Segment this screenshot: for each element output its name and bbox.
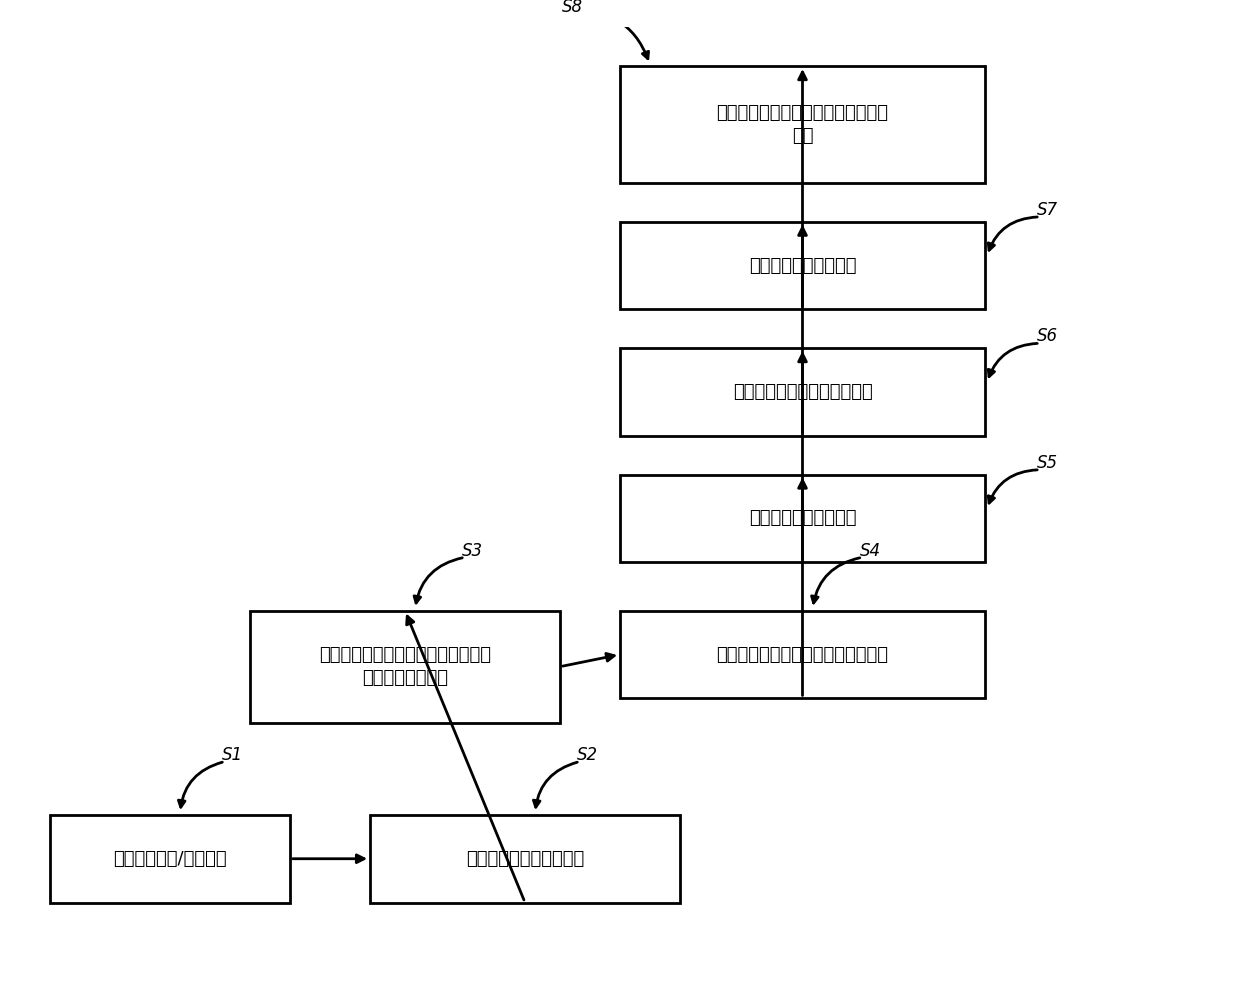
Text: 否影响发动机点火: 否影响发动机点火 — [362, 669, 448, 687]
Text: S6: S6 — [1037, 327, 1058, 345]
Text: 计算确定故障替代策略: 计算确定故障替代策略 — [749, 509, 857, 527]
Text: S1: S1 — [222, 746, 243, 764]
FancyArrowPatch shape — [988, 470, 1037, 503]
Text: 变速箱控制执行故障替代策略: 变速箱控制执行故障替代策略 — [733, 383, 873, 401]
FancyBboxPatch shape — [620, 66, 985, 183]
Text: S2: S2 — [577, 746, 598, 764]
FancyBboxPatch shape — [50, 815, 290, 903]
Text: S3: S3 — [463, 542, 484, 560]
FancyArrowPatch shape — [179, 762, 222, 808]
FancyBboxPatch shape — [620, 348, 985, 436]
FancyArrowPatch shape — [568, 12, 649, 58]
FancyBboxPatch shape — [620, 475, 985, 562]
Text: S5: S5 — [1037, 454, 1058, 472]
Text: S4: S4 — [859, 542, 880, 560]
FancyArrowPatch shape — [414, 558, 463, 603]
Text: 进行故障诊断使能判断，判断故障是: 进行故障诊断使能判断，判断故障是 — [319, 646, 491, 664]
FancyArrowPatch shape — [988, 344, 1037, 377]
FancyBboxPatch shape — [620, 610, 985, 699]
FancyBboxPatch shape — [370, 815, 680, 903]
Text: 计算故障替代策略退出: 计算故障替代策略退出 — [749, 257, 857, 275]
Text: S7: S7 — [1037, 201, 1058, 219]
FancyBboxPatch shape — [250, 610, 560, 722]
Text: S8: S8 — [562, 0, 583, 16]
FancyArrowPatch shape — [811, 558, 859, 603]
Text: 单元: 单元 — [792, 127, 813, 145]
Text: 设置故障信号的三类设置: 设置故障信号的三类设置 — [466, 849, 584, 868]
FancyBboxPatch shape — [620, 222, 985, 309]
FancyArrowPatch shape — [988, 217, 1037, 251]
Text: 确定故障信息保持超过故障过滤时间: 确定故障信息保持超过故障过滤时间 — [717, 645, 889, 664]
Text: 接受电子元件/其他故障: 接受电子元件/其他故障 — [113, 849, 227, 868]
FancyArrowPatch shape — [533, 762, 578, 808]
Text: 更新故障相关信息到变速箱控制存储: 更新故障相关信息到变速箱控制存储 — [717, 104, 889, 122]
